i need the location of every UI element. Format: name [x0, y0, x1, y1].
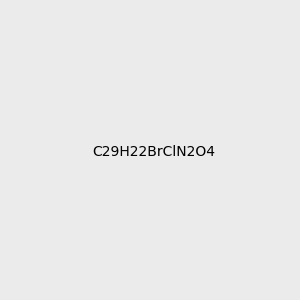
Text: C29H22BrClN2O4: C29H22BrClN2O4 [92, 145, 215, 158]
